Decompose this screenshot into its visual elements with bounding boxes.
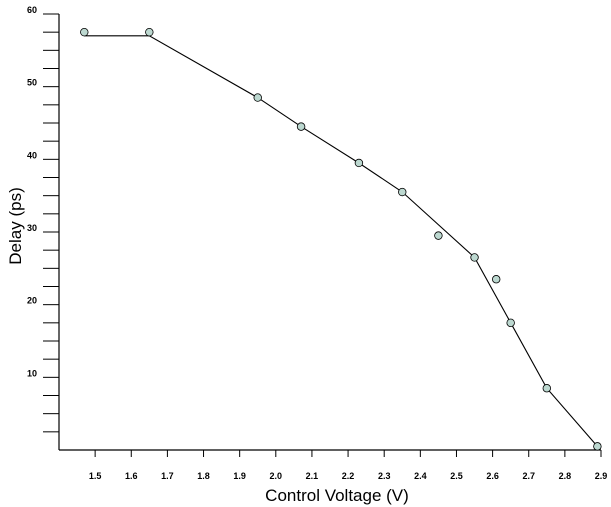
y-tick-label: 50 — [27, 78, 37, 88]
data-point — [398, 187, 407, 197]
data-point — [506, 318, 515, 328]
x-axis-title: Control Voltage (V) — [265, 486, 409, 505]
x-tick-label: 2.5 — [450, 471, 463, 481]
x-tick-label: 1.5 — [89, 471, 102, 481]
data-point — [253, 93, 262, 102]
y-tick-label: 60 — [27, 5, 37, 15]
y-tick-label: 20 — [27, 296, 37, 306]
x-tick-label: 2.8 — [559, 471, 572, 481]
y-axis-ticks: 10 20 30 40 50 60 — [27, 5, 59, 433]
data-point — [80, 27, 89, 37]
y-tick-label: 30 — [27, 223, 37, 233]
data-point — [593, 442, 602, 451]
x-tick-label: 2.4 — [414, 471, 427, 481]
series-line — [84, 35, 598, 447]
x-axis-ticks: 1.5 1.6 1.7 1.8 1.9 2.0 2.1 2.2 2.3 2.4 2.5 2.6 2.7 2… — [89, 450, 607, 481]
data-point — [354, 158, 364, 168]
x-tick-label: 2.0 — [270, 471, 283, 481]
x-tick-label: 2.6 — [486, 471, 499, 481]
data-point — [145, 27, 154, 37]
data-point — [492, 275, 501, 284]
data-point — [434, 231, 443, 240]
y-tick-label: 40 — [27, 150, 37, 160]
y-tick-label: 10 — [27, 368, 37, 378]
data-point — [296, 122, 306, 131]
plot-series — [80, 27, 602, 451]
axes — [58, 14, 601, 451]
x-tick-label: 2.9 — [595, 471, 608, 481]
x-tick-label: 2.3 — [378, 471, 391, 481]
y-axis-title: Delay (ps) — [6, 187, 25, 264]
data-point — [542, 384, 551, 393]
data-point — [470, 253, 479, 262]
x-tick-label: 2.7 — [522, 471, 535, 481]
x-tick-label: 1.8 — [197, 471, 210, 481]
x-tick-label: 2.2 — [342, 471, 355, 481]
x-tick-label: 1.9 — [233, 471, 246, 481]
x-tick-label: 1.6 — [125, 471, 138, 481]
x-tick-label: 1.7 — [161, 471, 174, 481]
x-tick-label: 2.1 — [306, 471, 319, 481]
